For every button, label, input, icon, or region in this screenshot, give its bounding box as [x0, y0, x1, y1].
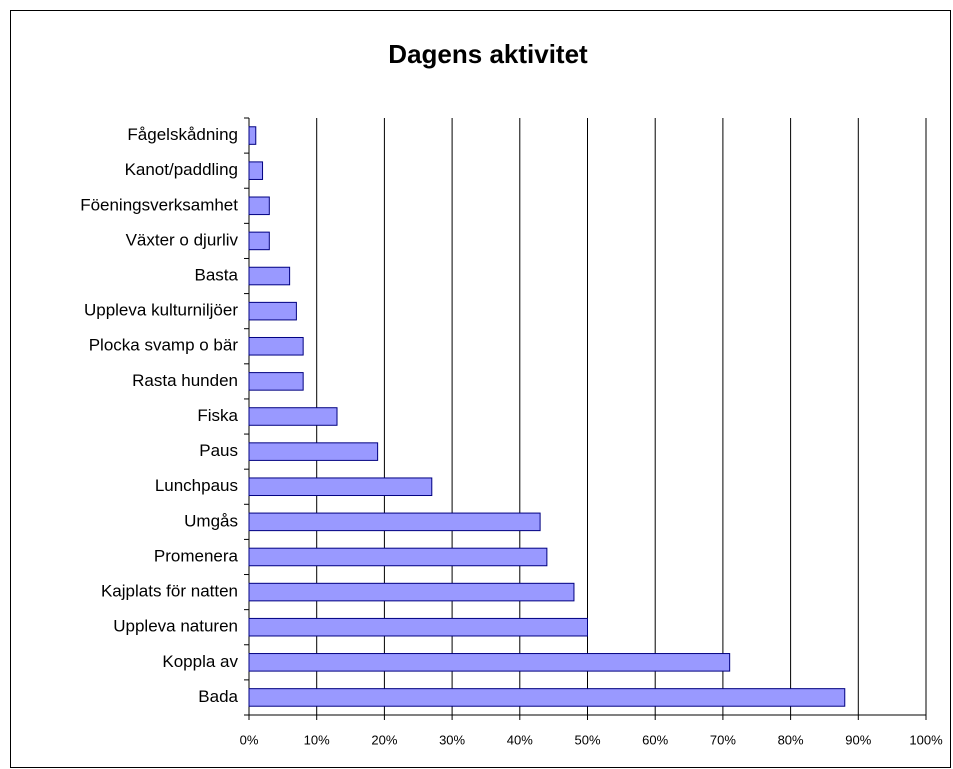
y-tick-label: Kajplats för natten	[101, 582, 238, 601]
y-tick-label: Föeningsverksamhet	[80, 195, 238, 214]
bar	[248, 407, 338, 426]
y-tick-label: Uppleva naturen	[113, 617, 238, 636]
y-tick-label: Växter o djurliv	[126, 230, 239, 249]
y-tick-label: Basta	[195, 266, 239, 285]
x-tick-label: 40%	[507, 732, 533, 747]
chart-frame	[10, 10, 951, 768]
y-tick-label: Fågelskådning	[127, 125, 238, 144]
bar	[248, 126, 257, 145]
chart-title: Dagens aktivitet	[388, 39, 588, 69]
y-tick-label: Paus	[199, 441, 238, 460]
x-tick-label: 70%	[710, 732, 736, 747]
x-tick-label: 30%	[439, 732, 465, 747]
y-tick-label: Umgås	[184, 511, 238, 530]
bar	[248, 617, 588, 637]
x-tick-label: 50%	[574, 732, 600, 747]
bar	[248, 266, 291, 286]
y-tick-label: Bada	[198, 687, 238, 706]
bar	[248, 336, 304, 356]
x-tick-label: 20%	[371, 732, 397, 747]
x-tick-label: 60%	[642, 732, 668, 747]
y-tick-label: Koppla av	[162, 652, 238, 671]
y-tick-label: Fiska	[197, 406, 238, 425]
bar	[248, 688, 846, 707]
bar	[248, 512, 541, 532]
y-tick-label: Plocka svamp o bär	[89, 336, 239, 355]
y-tick-label: Promenera	[154, 546, 239, 565]
y-tick-label: Kanot/paddling	[125, 160, 238, 179]
bar	[248, 301, 297, 321]
bar	[248, 196, 270, 216]
y-tick-label: Uppleva kulturniljöer	[84, 301, 238, 320]
x-tick-label: 0%	[240, 732, 259, 747]
bar	[248, 477, 433, 497]
bar	[248, 231, 270, 251]
bar	[248, 547, 548, 567]
bar	[248, 582, 575, 602]
bar	[248, 161, 264, 180]
x-tick-label: 90%	[845, 732, 871, 747]
x-tick-label: 10%	[304, 732, 330, 747]
x-tick-label: 80%	[778, 732, 804, 747]
x-tick-label: 100%	[909, 732, 943, 747]
y-tick-label: Rasta hunden	[132, 371, 238, 390]
bar	[248, 442, 379, 461]
y-tick-label: Lunchpaus	[155, 476, 238, 495]
bar	[248, 372, 304, 391]
bar	[248, 653, 731, 672]
